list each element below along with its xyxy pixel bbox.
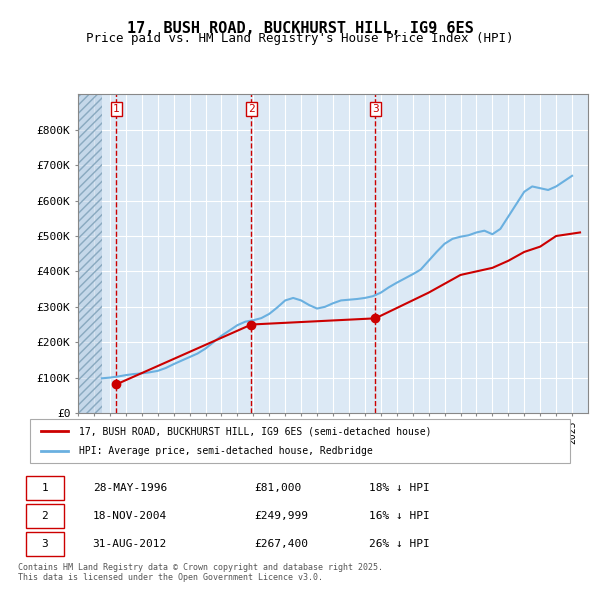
Text: 1: 1	[41, 483, 48, 493]
Text: 2: 2	[248, 104, 255, 114]
Text: £81,000: £81,000	[254, 483, 301, 493]
Text: 16% ↓ HPI: 16% ↓ HPI	[369, 511, 430, 521]
Text: 18-NOV-2004: 18-NOV-2004	[92, 511, 167, 521]
Text: Price paid vs. HM Land Registry's House Price Index (HPI): Price paid vs. HM Land Registry's House …	[86, 32, 514, 45]
FancyBboxPatch shape	[26, 476, 64, 500]
Bar	[78, 94, 102, 413]
Text: £267,400: £267,400	[254, 539, 308, 549]
Text: 3: 3	[372, 104, 379, 114]
Text: 17, BUSH ROAD, BUCKHURST HILL, IG9 6ES: 17, BUSH ROAD, BUCKHURST HILL, IG9 6ES	[127, 21, 473, 35]
Text: HPI: Average price, semi-detached house, Redbridge: HPI: Average price, semi-detached house,…	[79, 446, 373, 455]
Text: 28-MAY-1996: 28-MAY-1996	[92, 483, 167, 493]
Text: £249,999: £249,999	[254, 511, 308, 521]
Bar	[78, 94, 102, 413]
FancyBboxPatch shape	[26, 504, 64, 528]
Text: 3: 3	[41, 539, 48, 549]
FancyBboxPatch shape	[26, 532, 64, 556]
Text: 26% ↓ HPI: 26% ↓ HPI	[369, 539, 430, 549]
Text: 31-AUG-2012: 31-AUG-2012	[92, 539, 167, 549]
Text: 18% ↓ HPI: 18% ↓ HPI	[369, 483, 430, 493]
Text: 2: 2	[41, 511, 48, 521]
Text: Contains HM Land Registry data © Crown copyright and database right 2025.
This d: Contains HM Land Registry data © Crown c…	[18, 563, 383, 582]
Text: 17, BUSH ROAD, BUCKHURST HILL, IG9 6ES (semi-detached house): 17, BUSH ROAD, BUCKHURST HILL, IG9 6ES (…	[79, 427, 431, 436]
FancyBboxPatch shape	[30, 419, 570, 463]
Text: 1: 1	[113, 104, 120, 114]
